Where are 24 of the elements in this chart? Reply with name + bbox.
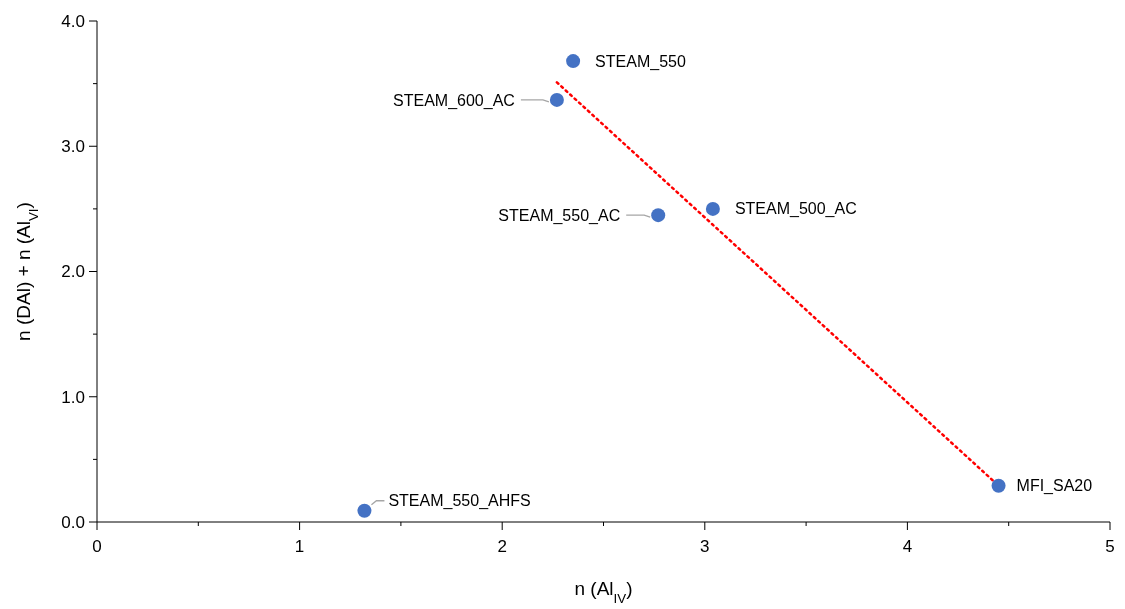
annotation: STEAM_500_AC [734,200,857,219]
point [549,92,564,107]
x-axis-title: n (Al$_{IV}$) [574,578,633,606]
x-tick-label: 3 [700,537,710,556]
annotation: STEAM_550_AC [498,206,621,225]
annotation: STEAM_550 [595,52,686,71]
point [566,54,581,69]
annotation: STEAM_550_AHFS [388,492,531,511]
point [357,503,372,518]
x-tick-label: 5 [1105,537,1115,556]
y-tick-label: 1.0 [61,387,85,407]
x-tick-label: 4 [902,537,913,556]
annotation: STEAM_600_AC [393,91,515,110]
point [651,208,666,223]
y-tick-label: 0.0 [61,512,85,532]
x-tick-label: 1 [294,537,305,556]
point [705,201,720,216]
x-tick-label: 0 [92,537,102,556]
annotation: MFI_SA20 [1016,477,1093,496]
y-tick-label: 2.0 [61,262,85,282]
y-tick-label: 3.0 [61,137,85,157]
point [991,478,1006,493]
y-tick-label: 4.0 [61,11,85,31]
x-tick-label: 2 [497,537,507,556]
